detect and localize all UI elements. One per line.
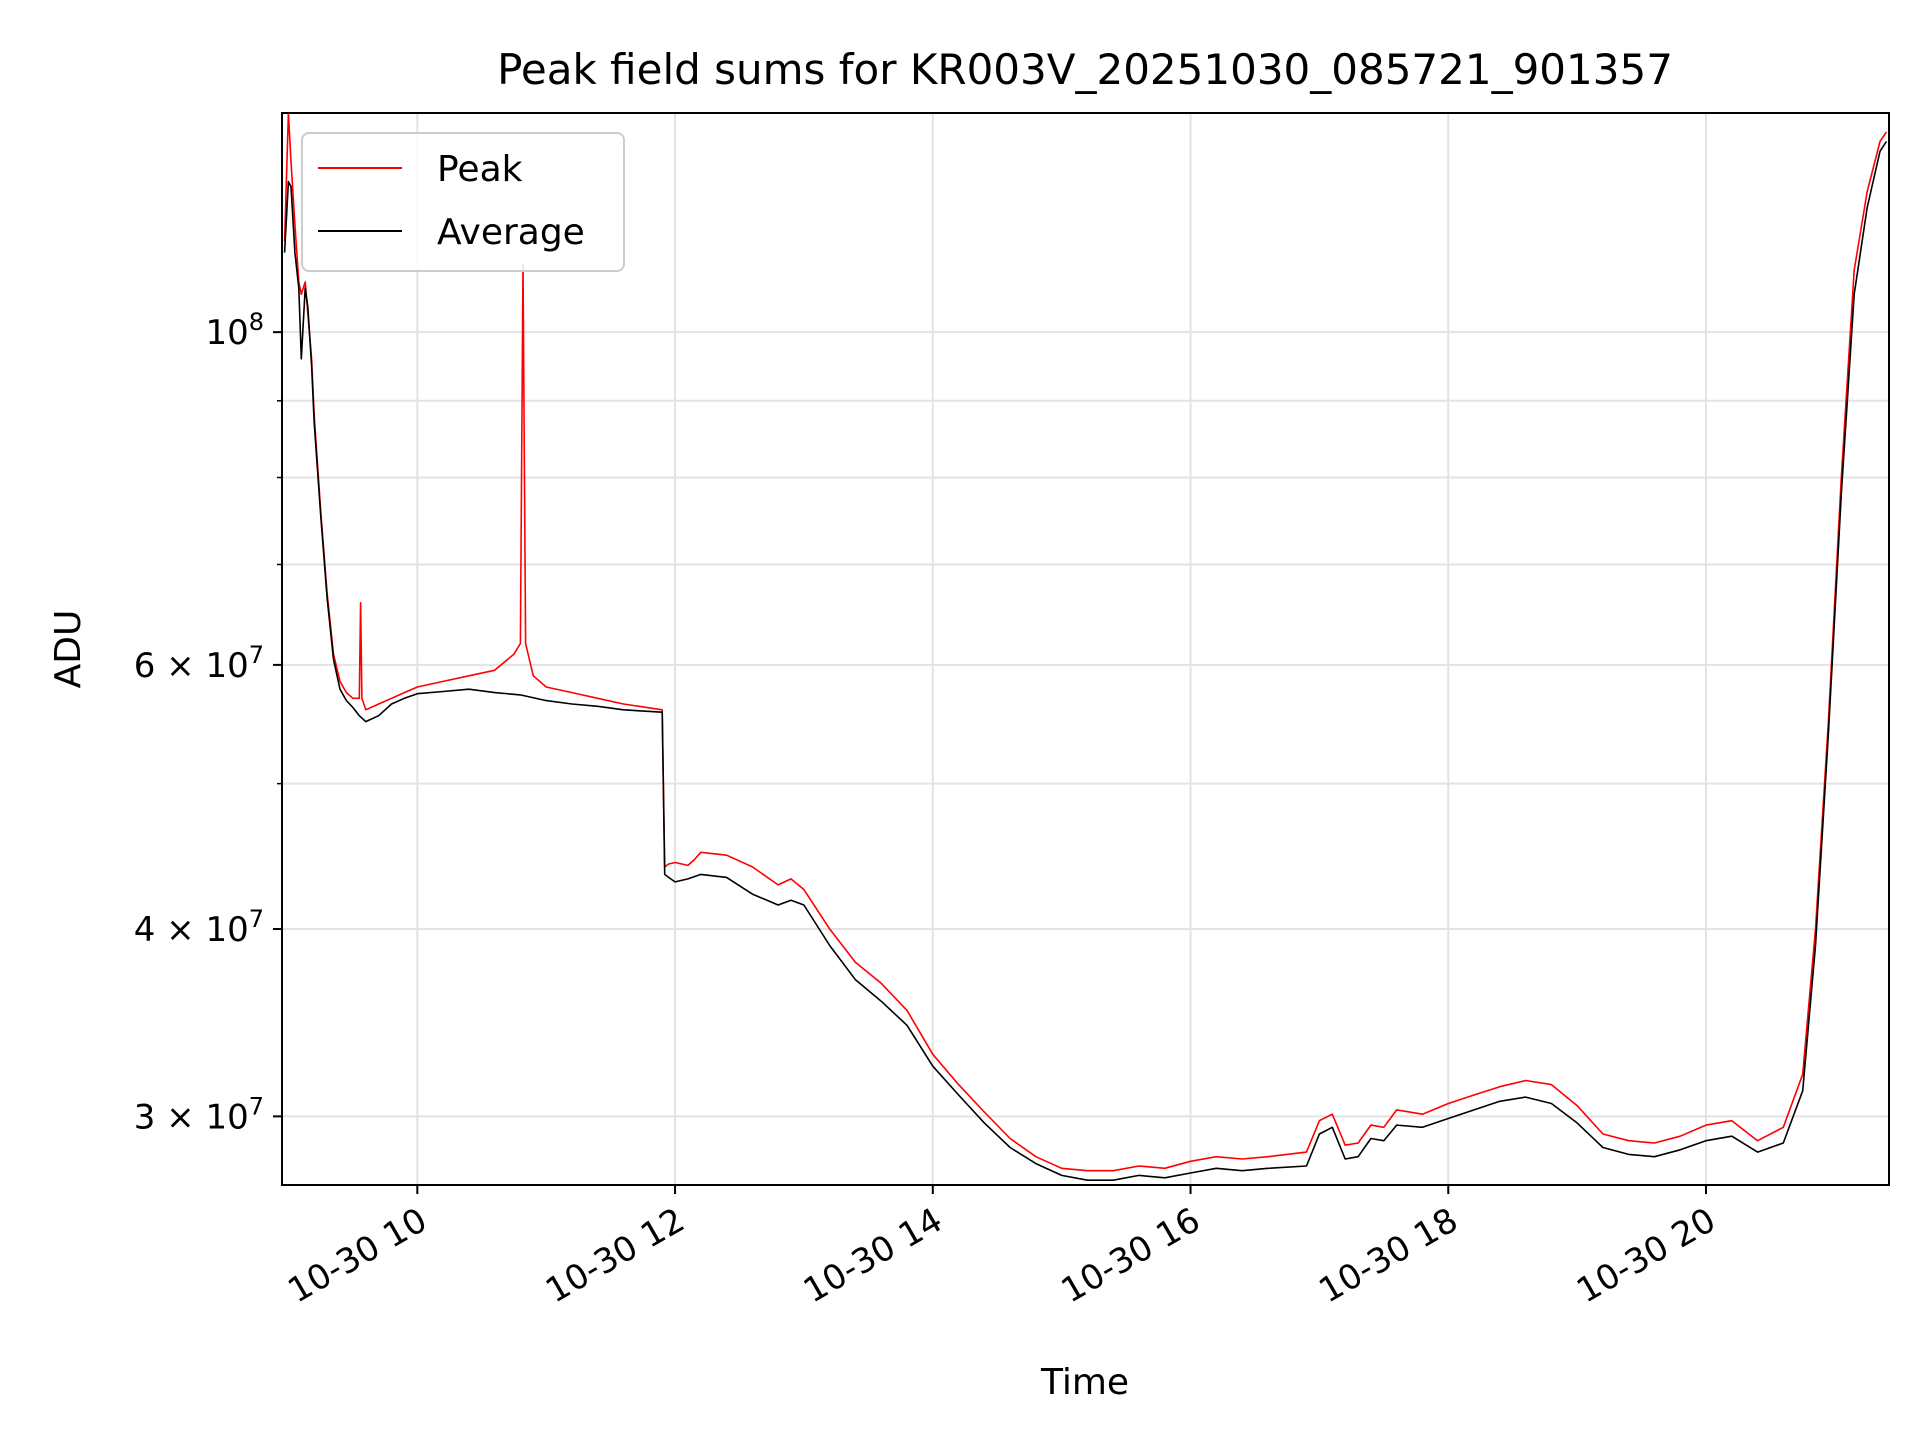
y-tick-label-exponent: 8 [249, 308, 264, 336]
y-tick-label-base: 10 [205, 313, 248, 353]
y-tick-label-exponent: 7 [249, 905, 264, 933]
y-tick-label-base: 6 × 10 [134, 646, 249, 686]
legend: Peak Average [301, 132, 625, 272]
x-axis-label: Time [1040, 1362, 1129, 1403]
legend-label-peak: Peak [437, 149, 523, 190]
legend-label-average: Average [437, 212, 585, 253]
y-tick-label-exponent: 7 [249, 1092, 264, 1120]
y-tick-label: 6 × 107 [134, 641, 264, 686]
y-tick-label-exponent: 7 [249, 641, 264, 669]
plot-area-frame [281, 112, 1890, 1186]
y-tick-label-base: 3 × 10 [134, 1097, 249, 1137]
y-tick-label-base: 4 × 10 [134, 910, 249, 950]
grid [282, 113, 1889, 1185]
y-tick-label: 108 [205, 308, 264, 353]
y-axis-label: ADU [48, 610, 89, 689]
series-lines [283, 113, 1888, 1181]
series-line-average [283, 141, 1888, 1181]
y-tick-label: 4 × 107 [134, 905, 264, 950]
series-line-peak [283, 113, 1888, 1172]
y-tick-label: 3 × 107 [134, 1092, 264, 1137]
chart-title: Peak field sums for KR003V_20251030_0857… [497, 45, 1673, 94]
